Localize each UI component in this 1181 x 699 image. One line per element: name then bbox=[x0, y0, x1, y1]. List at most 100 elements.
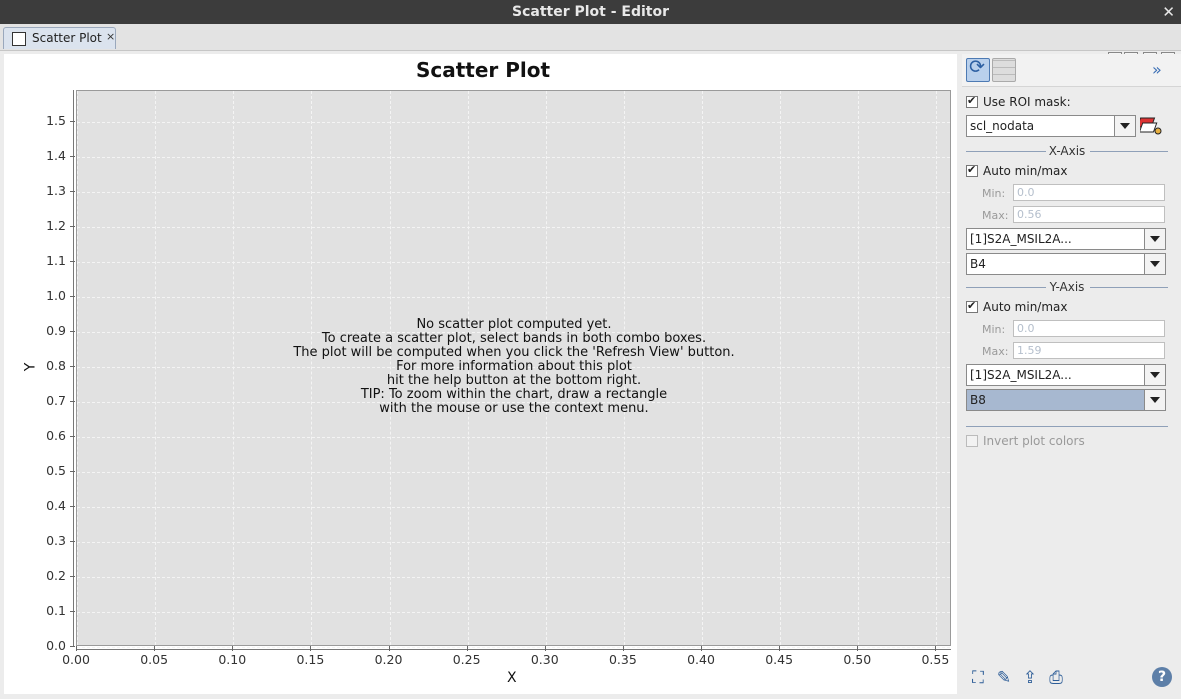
checkbox-box[interactable] bbox=[966, 299, 978, 313]
grid-line bbox=[77, 437, 950, 439]
y-min-value: 0.0 bbox=[1017, 322, 1035, 335]
y-tick bbox=[70, 331, 75, 333]
x-tick bbox=[466, 646, 468, 651]
y-band-select[interactable]: B8 bbox=[966, 389, 1166, 411]
x-tick bbox=[76, 646, 77, 651]
refresh-view-icon[interactable] bbox=[966, 56, 990, 82]
x-max-field[interactable]: 0.56 bbox=[1013, 206, 1165, 223]
grid-line bbox=[77, 542, 950, 544]
mask-manager-icon[interactable] bbox=[1140, 114, 1164, 136]
print-icon[interactable]: ⎙ bbox=[1049, 668, 1063, 688]
message-line: No scatter plot computed yet. bbox=[416, 317, 612, 332]
y-tick-label: 1.1 bbox=[46, 253, 66, 269]
options-panel: » Use ROI mask: scl_nodata X-Axis Auto m… bbox=[962, 54, 1181, 699]
grid-line bbox=[545, 91, 547, 645]
y-min-label: Min: bbox=[982, 323, 1006, 336]
edit-properties-icon[interactable]: ✎ bbox=[996, 668, 1012, 688]
grid-line bbox=[77, 91, 78, 645]
y-tick-label: 1.3 bbox=[46, 183, 66, 199]
roi-mask-select[interactable]: scl_nodata bbox=[966, 115, 1136, 137]
grid-line bbox=[77, 332, 950, 334]
x-tick-label: 0.55 bbox=[921, 652, 950, 667]
chevron-down-icon[interactable] bbox=[1114, 116, 1135, 136]
y-tick bbox=[70, 226, 75, 228]
y-tick bbox=[70, 541, 75, 543]
grid-line bbox=[780, 91, 782, 645]
close-icon[interactable]: ✕ bbox=[1162, 3, 1175, 21]
x-min-label: Min: bbox=[982, 187, 1006, 200]
x-tick bbox=[935, 646, 937, 651]
tab-bar: Scatter Plot × ◀ ▶ ▼ □ bbox=[0, 24, 1181, 66]
x-tick-label: 0.45 bbox=[765, 652, 794, 667]
tab-scatter-plot[interactable]: Scatter Plot × bbox=[3, 27, 116, 49]
y-tick-label: 0.1 bbox=[46, 603, 66, 619]
grid-line bbox=[77, 262, 950, 264]
y-min-field[interactable]: 0.0 bbox=[1013, 320, 1165, 337]
message-line: To create a scatter plot, select bands i… bbox=[321, 331, 707, 346]
checkbox-box[interactable] bbox=[966, 94, 978, 108]
x-min-field[interactable]: 0.0 bbox=[1013, 184, 1165, 201]
y-tick bbox=[70, 366, 75, 368]
y-tick bbox=[70, 471, 75, 473]
x-band-select[interactable]: B4 bbox=[966, 253, 1166, 275]
y-axis-line bbox=[73, 90, 74, 646]
x-tick-label: 0.25 bbox=[452, 652, 481, 667]
grid-line bbox=[77, 647, 950, 648]
grid-line bbox=[936, 91, 938, 645]
invert-colors-label: Invert plot colors bbox=[983, 434, 1085, 448]
x-tick bbox=[388, 646, 390, 651]
tab-close-icon[interactable]: × bbox=[106, 30, 116, 43]
chevron-down-icon[interactable] bbox=[1144, 254, 1165, 274]
y-tick-label: 1.5 bbox=[46, 113, 66, 129]
y-tick-label: 1.4 bbox=[46, 148, 66, 164]
y-tick-label: 0.3 bbox=[46, 533, 66, 549]
y-tick-label: 0.4 bbox=[46, 498, 66, 514]
x-tick bbox=[232, 646, 234, 651]
grid-line bbox=[77, 507, 950, 509]
y-tick-label: 0.0 bbox=[46, 638, 66, 653]
export-icon[interactable]: ⇪ bbox=[1022, 668, 1038, 688]
x-tick-label: 0.35 bbox=[608, 652, 637, 667]
y-max-field[interactable]: 1.59 bbox=[1013, 342, 1165, 359]
grid-line bbox=[233, 91, 235, 645]
x-tick-label: 0.20 bbox=[374, 652, 403, 667]
y-product-select[interactable]: [1]S2A_MSIL2A... bbox=[966, 364, 1166, 386]
help-icon[interactable]: ? bbox=[1152, 667, 1172, 687]
table-view-icon[interactable] bbox=[992, 58, 1016, 82]
message-line: The plot will be computed when you click… bbox=[293, 345, 735, 360]
y-product-value: [1]S2A_MSIL2A... bbox=[970, 368, 1072, 382]
chevron-down-icon[interactable] bbox=[1144, 229, 1165, 249]
x-axis-title: X-Axis bbox=[1048, 144, 1086, 158]
chevron-down-icon[interactable] bbox=[1144, 390, 1165, 410]
chart-area[interactable]: Scatter Plot 0.0 0.1 0.2 0.3 0.4 0.5 0.6 0.7 0.8… bbox=[4, 54, 957, 694]
collapse-panel-icon[interactable]: » bbox=[1152, 60, 1162, 79]
y-tick-label: 0.6 bbox=[46, 428, 66, 444]
y-max-value: 1.59 bbox=[1017, 344, 1042, 357]
x-tick-label: 0.05 bbox=[140, 652, 169, 667]
x-tick-label: 0.40 bbox=[687, 652, 715, 667]
y-tick bbox=[70, 191, 75, 193]
grid-line bbox=[858, 91, 860, 645]
chevron-down-icon[interactable] bbox=[1144, 365, 1165, 385]
plot-area[interactable] bbox=[76, 90, 951, 648]
x-tick bbox=[310, 646, 312, 651]
zoom-all-icon[interactable]: ⛶ bbox=[972, 668, 984, 688]
x-axis-line bbox=[76, 649, 951, 650]
y-max-label: Max: bbox=[982, 345, 1009, 358]
x-product-select[interactable]: [1]S2A_MSIL2A... bbox=[966, 228, 1166, 250]
grid-line bbox=[77, 472, 950, 474]
y-tick bbox=[70, 646, 75, 647]
checkbox-box[interactable] bbox=[966, 163, 978, 177]
x-tick bbox=[154, 646, 156, 651]
chart-title: Scatter Plot bbox=[415, 58, 551, 82]
x-axis-label: X bbox=[507, 670, 517, 686]
y-tick bbox=[70, 121, 75, 123]
grid-line bbox=[77, 227, 950, 229]
y-tick bbox=[70, 576, 75, 578]
checkbox-box[interactable] bbox=[966, 435, 978, 447]
y-tick-label: 0.9 bbox=[46, 323, 66, 339]
grid-line bbox=[77, 577, 950, 579]
x-tick-label: 0.00 bbox=[62, 652, 90, 667]
y-auto-label: Auto min/max bbox=[983, 300, 1068, 314]
message-line: For more information about this plot bbox=[396, 359, 632, 374]
